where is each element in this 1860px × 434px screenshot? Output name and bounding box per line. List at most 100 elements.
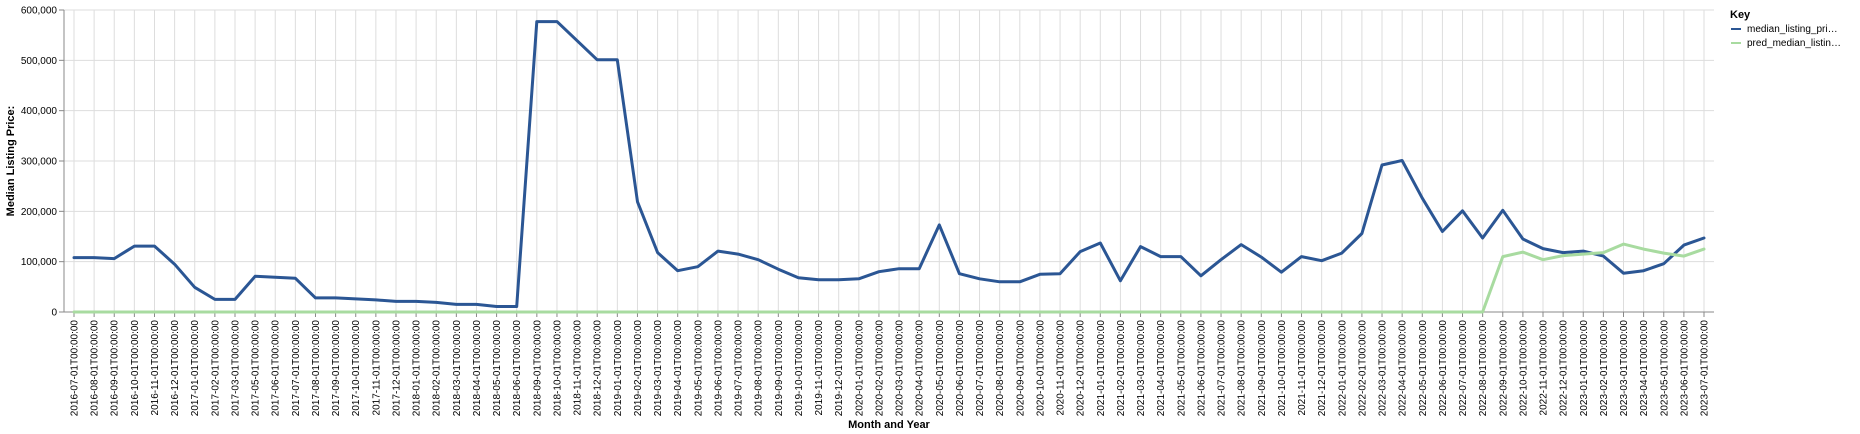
y-tick-label: 600,000 [21, 6, 58, 17]
x-tick-label: 2017-01-01T00:00:00 [190, 320, 201, 417]
x-tick-label: 2016-12-01T00:00:00 [170, 320, 181, 417]
x-tick-label: 2020-08-01T00:00:00 [995, 320, 1006, 417]
y-tick-label: 0 [51, 308, 57, 319]
x-tick-label: 2020-04-01T00:00:00 [915, 320, 926, 417]
x-tick-label: 2017-12-01T00:00:00 [391, 320, 402, 417]
x-tick-label: 2019-07-01T00:00:00 [734, 320, 745, 417]
x-tick-label: 2023-03-01T00:00:00 [1619, 320, 1630, 417]
legend-title: Key [1730, 9, 1751, 21]
x-tick-label: 2023-01-01T00:00:00 [1579, 320, 1590, 417]
x-tick-label: 2019-08-01T00:00:00 [754, 320, 765, 417]
x-tick-label: 2016-09-01T00:00:00 [110, 320, 121, 417]
x-tick-label: 2016-11-01T00:00:00 [150, 320, 161, 416]
x-tick-label: 2017-08-01T00:00:00 [311, 320, 322, 417]
x-tick-label: 2020-02-01T00:00:00 [874, 320, 885, 417]
x-tick-label: 2022-04-01T00:00:00 [1398, 320, 1409, 417]
x-tick-label: 2021-04-01T00:00:00 [1156, 320, 1167, 417]
x-tick-label: 2021-07-01T00:00:00 [1217, 320, 1228, 417]
grid-lines [64, 9, 1714, 313]
x-tick-label: 2022-10-01T00:00:00 [1518, 320, 1529, 417]
x-tick-label: 2018-06-01T00:00:00 [512, 320, 523, 417]
x-tick-label: 2018-03-01T00:00:00 [452, 320, 463, 417]
x-tick-label: 2021-09-01T00:00:00 [1257, 320, 1268, 417]
y-tick-label: 300,000 [21, 157, 58, 168]
x-tick-label: 2021-05-01T00:00:00 [1176, 320, 1187, 417]
x-tick-label: 2021-08-01T00:00:00 [1237, 320, 1248, 417]
x-tick-label: 2022-03-01T00:00:00 [1378, 320, 1389, 417]
x-tick-label: 2020-01-01T00:00:00 [854, 320, 865, 417]
x-tick-label: 2020-11-01T00:00:00 [1056, 320, 1067, 416]
x-tick-label: 2022-12-01T00:00:00 [1559, 320, 1570, 417]
x-tick-label: 2017-05-01T00:00:00 [251, 320, 262, 417]
x-tick-label: 2021-02-01T00:00:00 [1116, 320, 1127, 417]
x-axis-title: Month and Year [848, 419, 930, 431]
x-tick-label: 2018-05-01T00:00:00 [492, 320, 503, 417]
x-tick-label: 2022-02-01T00:00:00 [1357, 320, 1368, 417]
x-tick-label: 2018-10-01T00:00:00 [552, 320, 563, 417]
x-tick-label: 2018-04-01T00:00:00 [472, 320, 483, 417]
x-tick-label: 2019-10-01T00:00:00 [794, 320, 805, 417]
x-tick-label: 2023-07-01T00:00:00 [1700, 320, 1711, 417]
x-tick-label: 2019-02-01T00:00:00 [633, 320, 644, 417]
x-tick-label: 2020-06-01T00:00:00 [955, 320, 966, 417]
x-tick-label: 2017-10-01T00:00:00 [351, 320, 362, 417]
x-tick-label: 2022-08-01T00:00:00 [1478, 320, 1489, 417]
x-tick-label: 2017-03-01T00:00:00 [230, 320, 241, 417]
x-tick-label: 2016-08-01T00:00:00 [90, 320, 101, 417]
y-tick-label: 500,000 [21, 56, 58, 67]
series-line-0 [72, 20, 1706, 308]
x-tick-label: 2019-03-01T00:00:00 [653, 320, 664, 417]
x-tick-label: 2023-02-01T00:00:00 [1599, 320, 1610, 417]
y-axis-title: Median Listing Price: [5, 106, 17, 217]
x-tick-label: 2017-07-01T00:00:00 [291, 320, 302, 417]
legend-label: median_listing_pri… [1747, 24, 1838, 35]
axes: 0 100,000 200,000 300,000 400,000 500,000 600,… [21, 6, 1714, 417]
x-tick-label: 2020-09-01T00:00:00 [1015, 320, 1026, 417]
x-tick-label: 2020-07-01T00:00:00 [975, 320, 986, 417]
x-tick-label: 2022-07-01T00:00:00 [1458, 320, 1469, 417]
x-tick-label: 2018-01-01T00:00:00 [412, 320, 423, 417]
x-tick-label: 2019-12-01T00:00:00 [834, 320, 845, 417]
x-tick-label: 2021-12-01T00:00:00 [1317, 320, 1328, 417]
x-tick-label: 2020-03-01T00:00:00 [895, 320, 906, 417]
x-tick-label: 2017-09-01T00:00:00 [331, 320, 342, 417]
x-tick-label: 2016-07-01T00:00:00 [70, 320, 81, 417]
x-tick-label: 2022-11-01T00:00:00 [1539, 320, 1550, 416]
x-tick-label: 2018-11-01T00:00:00 [573, 320, 584, 416]
x-tick-label: 2022-05-01T00:00:00 [1418, 320, 1429, 417]
legend-items: median_listing_pri… pred_median_listin… [1731, 24, 1841, 49]
x-tick-label: 2021-06-01T00:00:00 [1196, 320, 1207, 417]
x-tick-label: 2018-09-01T00:00:00 [532, 320, 543, 417]
x-tick-label: 2018-02-01T00:00:00 [432, 320, 443, 417]
y-tick-label: 200,000 [21, 207, 58, 218]
x-tick-label: 2017-06-01T00:00:00 [271, 320, 282, 417]
x-tick-label: 2017-11-01T00:00:00 [371, 320, 382, 416]
x-tick-label: 2022-06-01T00:00:00 [1438, 320, 1449, 417]
x-tick-label: 2019-05-01T00:00:00 [693, 320, 704, 417]
x-tick-label: 2020-05-01T00:00:00 [935, 320, 946, 417]
series-lines [72, 20, 1706, 314]
x-tick-label: 2016-10-01T00:00:00 [130, 320, 141, 417]
x-tick-label: 2023-05-01T00:00:00 [1659, 320, 1670, 417]
x-tick-label: 2020-12-01T00:00:00 [1076, 320, 1087, 417]
x-tick-label: 2018-12-01T00:00:00 [593, 320, 604, 417]
x-tick-label: 2021-11-01T00:00:00 [1297, 320, 1308, 416]
x-tick-label: 2019-01-01T00:00:00 [613, 320, 624, 417]
series-line-1 [72, 242, 1706, 314]
x-tick-label: 2022-01-01T00:00:00 [1337, 320, 1348, 417]
legend: Key median_listing_pri… pred_median_listi… [1730, 9, 1841, 49]
x-tick-label: 2019-09-01T00:00:00 [774, 320, 785, 417]
x-tick-label: 2023-04-01T00:00:00 [1639, 320, 1650, 417]
x-tick-label: 2017-02-01T00:00:00 [210, 320, 221, 417]
x-tick-label: 2021-03-01T00:00:00 [1136, 320, 1147, 417]
x-tick-label: 2019-04-01T00:00:00 [673, 320, 684, 417]
y-tick-label: 400,000 [21, 106, 58, 117]
x-tick-label: 2020-10-01T00:00:00 [1035, 320, 1046, 417]
x-tick-label: 2023-06-01T00:00:00 [1679, 320, 1690, 417]
x-tick-label: 2019-11-01T00:00:00 [814, 320, 825, 416]
x-tick-label: 2021-01-01T00:00:00 [1096, 320, 1107, 417]
legend-label: pred_median_listin… [1747, 38, 1841, 49]
x-tick-label: 2022-09-01T00:00:00 [1498, 320, 1509, 417]
